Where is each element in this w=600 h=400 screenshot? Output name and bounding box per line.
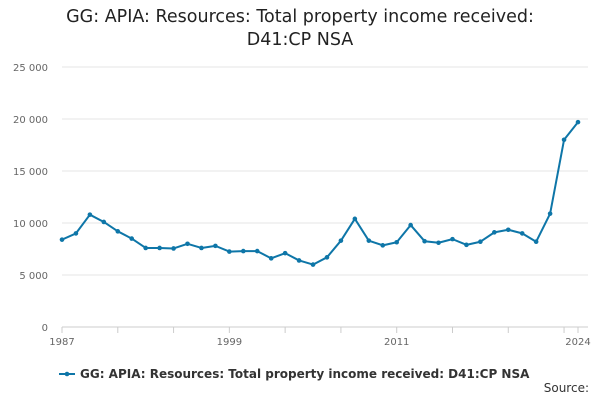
x-tick-label: 2024: [565, 337, 590, 348]
y-tick-label: 15 000: [13, 167, 48, 178]
data-point: [227, 249, 232, 254]
data-point: [254, 248, 260, 254]
data-point: [492, 230, 497, 235]
y-tick-label: 25 000: [13, 63, 48, 74]
legend-marker-icon: [64, 371, 70, 377]
data-point: [101, 219, 107, 225]
data-point: [547, 211, 553, 216]
data-point: [324, 255, 330, 260]
data-point: [73, 231, 79, 236]
data-point: [185, 241, 190, 247]
data-point: [213, 243, 218, 249]
x-tick-label: 2011: [384, 337, 409, 348]
x-tick-label: 1987: [49, 337, 74, 348]
data-point: [394, 239, 400, 245]
data-point: [296, 258, 302, 263]
data-point: [436, 240, 441, 246]
data-point: [478, 239, 483, 245]
data-point: [519, 231, 525, 236]
data-point: [59, 237, 65, 242]
data-point: [450, 236, 455, 242]
data-point: [157, 245, 162, 251]
gridlines: [62, 66, 588, 276]
y-tick-label: 0: [42, 323, 48, 334]
x-tick-label: 1999: [217, 337, 242, 348]
data-point: [575, 119, 581, 125]
data-point: [129, 236, 135, 241]
legend[interactable]: GG: APIA: Resources: Total property inco…: [59, 367, 530, 381]
data-point: [408, 222, 413, 228]
data-point: [87, 212, 93, 217]
data-point: [380, 243, 386, 248]
data-point: [240, 248, 246, 254]
data-point: [352, 216, 358, 222]
y-tick-label: 10 000: [13, 219, 48, 230]
source-label: Source:: [543, 381, 589, 395]
chart-title: GG: APIA: Resources: Total property inco…: [66, 7, 534, 50]
legend-label[interactable]: GG: APIA: Resources: Total property inco…: [80, 367, 530, 381]
series-line: [61, 121, 579, 266]
y-tick-label: 20 000: [13, 115, 48, 126]
data-point: [143, 245, 148, 251]
data-point: [505, 227, 511, 233]
data-point: [282, 250, 288, 256]
y-tick-label: 5 000: [19, 271, 48, 282]
data-point: [464, 242, 469, 248]
data-point: [422, 238, 427, 244]
data-point: [310, 262, 316, 267]
axes: 0 5 000 10 000 15 000 20 000 25 000 1987 1999 20…: [13, 63, 591, 348]
data-point: [199, 245, 204, 251]
data-point: [561, 137, 567, 143]
data-point: [366, 238, 372, 243]
data-point: [115, 229, 121, 234]
data-point: [533, 239, 539, 245]
series-layer: [59, 119, 581, 267]
data-point: [268, 256, 274, 261]
data-point: [171, 246, 176, 251]
data-point: [338, 238, 344, 243]
